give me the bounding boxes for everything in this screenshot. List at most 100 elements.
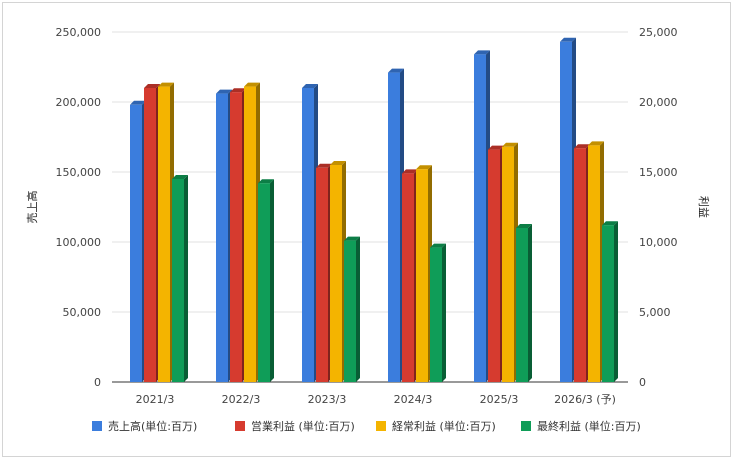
bar-front xyxy=(130,104,142,383)
x-tick-label: 2023/3 xyxy=(308,393,347,406)
bar-top xyxy=(316,163,332,168)
bar-top xyxy=(560,37,576,42)
bar-top xyxy=(144,84,160,88)
bar xyxy=(216,89,232,382)
bar-top xyxy=(158,82,174,87)
bar xyxy=(474,50,490,383)
bar-top xyxy=(602,221,618,226)
bar-side xyxy=(270,179,274,382)
bar-top xyxy=(502,142,518,147)
legend-label: 売上高(単位:百万) xyxy=(108,419,197,433)
bar-top xyxy=(488,145,504,150)
y2-tick-label: 10,000 xyxy=(639,236,678,249)
bar-top xyxy=(130,100,146,105)
grid-lines xyxy=(112,31,628,383)
bar-top xyxy=(230,88,246,93)
bar xyxy=(602,221,618,382)
y-tick-label: 200,000 xyxy=(56,96,102,109)
y-tick-label: 50,000 xyxy=(63,306,102,319)
bar-front xyxy=(474,54,486,383)
bar xyxy=(388,68,404,382)
bar xyxy=(244,82,260,382)
x-tick-label: 2026/3 (予) xyxy=(554,393,616,406)
bar-front xyxy=(388,72,400,382)
bar-top xyxy=(388,68,404,73)
bar-front xyxy=(302,88,314,382)
bar-front xyxy=(416,169,428,382)
legend-swatch xyxy=(92,421,102,431)
y-tick-label: 0 xyxy=(94,376,101,389)
bar-front xyxy=(488,149,500,382)
legend-item: 経常利益 (単位:百万) xyxy=(376,419,496,433)
y-tick-label: 100,000 xyxy=(56,236,102,249)
bar xyxy=(516,224,532,382)
bar-top xyxy=(430,243,446,248)
bar xyxy=(316,163,332,382)
bar-side xyxy=(184,175,188,382)
legend-swatch xyxy=(235,421,245,431)
bar-front xyxy=(144,88,156,382)
x-tick-label: 2024/3 xyxy=(394,393,433,406)
bar-front xyxy=(172,179,184,382)
bar-side xyxy=(528,224,532,382)
bar-top xyxy=(516,224,532,228)
bar-top xyxy=(402,169,418,174)
y2-tick-label: 15,000 xyxy=(639,166,678,179)
bar xyxy=(430,243,446,382)
bar-side xyxy=(356,236,360,382)
bars xyxy=(130,37,618,383)
y-tick-label: 250,000 xyxy=(56,26,102,39)
bar-top xyxy=(258,179,274,184)
bar-top xyxy=(330,161,346,165)
bar xyxy=(258,179,274,382)
bar xyxy=(588,141,604,382)
bar xyxy=(416,165,432,382)
y-tick-label: 150,000 xyxy=(56,166,102,179)
bar-front xyxy=(588,145,600,382)
legend-label: 経常利益 (単位:百万) xyxy=(392,419,496,433)
bar xyxy=(302,84,318,382)
y2-tick-label: 0 xyxy=(639,376,646,389)
bar xyxy=(158,82,174,382)
bar xyxy=(172,175,188,382)
bar-top xyxy=(474,50,490,55)
bar-side xyxy=(614,221,618,382)
legend-label: 最終利益 (単位:百万) xyxy=(537,419,641,433)
bar-front xyxy=(258,183,270,382)
bar-front xyxy=(330,165,342,382)
bar-side xyxy=(442,243,446,382)
bar-top xyxy=(244,82,260,87)
bar-top xyxy=(344,236,360,241)
bar-front xyxy=(516,228,528,382)
bar xyxy=(488,145,504,382)
bar xyxy=(560,37,576,383)
legend: 売上高(単位:百万) 営業利益 (単位:百万) 経常利益 (単位:百万) 最終利益 (… xyxy=(92,419,641,433)
axes: 0 0 50,000 5,000 100,000 10,000 150,000 15,000 2… xyxy=(25,26,711,406)
x-tick-label: 2022/3 xyxy=(222,393,261,406)
bar xyxy=(402,169,418,382)
legend-swatch xyxy=(376,421,386,431)
bar-front xyxy=(574,148,586,382)
bar xyxy=(144,84,160,382)
x-tick-label: 2025/3 xyxy=(480,393,519,406)
x-tick-label: 2021/3 xyxy=(136,393,175,406)
bar xyxy=(502,142,518,382)
bar-top xyxy=(588,141,604,146)
bar-front xyxy=(430,247,442,382)
bar-top xyxy=(574,144,590,149)
bar-front xyxy=(244,86,256,382)
legend-swatch xyxy=(521,421,531,431)
bar-top xyxy=(416,165,432,170)
bar xyxy=(230,88,246,382)
y2-axis-title: 利益 xyxy=(697,196,711,218)
bar-front xyxy=(402,173,414,382)
bar-front xyxy=(316,167,328,382)
bar-front xyxy=(230,92,242,382)
bar xyxy=(330,161,346,382)
y2-tick-label: 5,000 xyxy=(639,306,671,319)
bar-top xyxy=(172,175,188,179)
bar-top xyxy=(216,89,232,94)
bar-front xyxy=(216,93,228,382)
legend-item: 売上高(単位:百万) xyxy=(92,419,197,433)
